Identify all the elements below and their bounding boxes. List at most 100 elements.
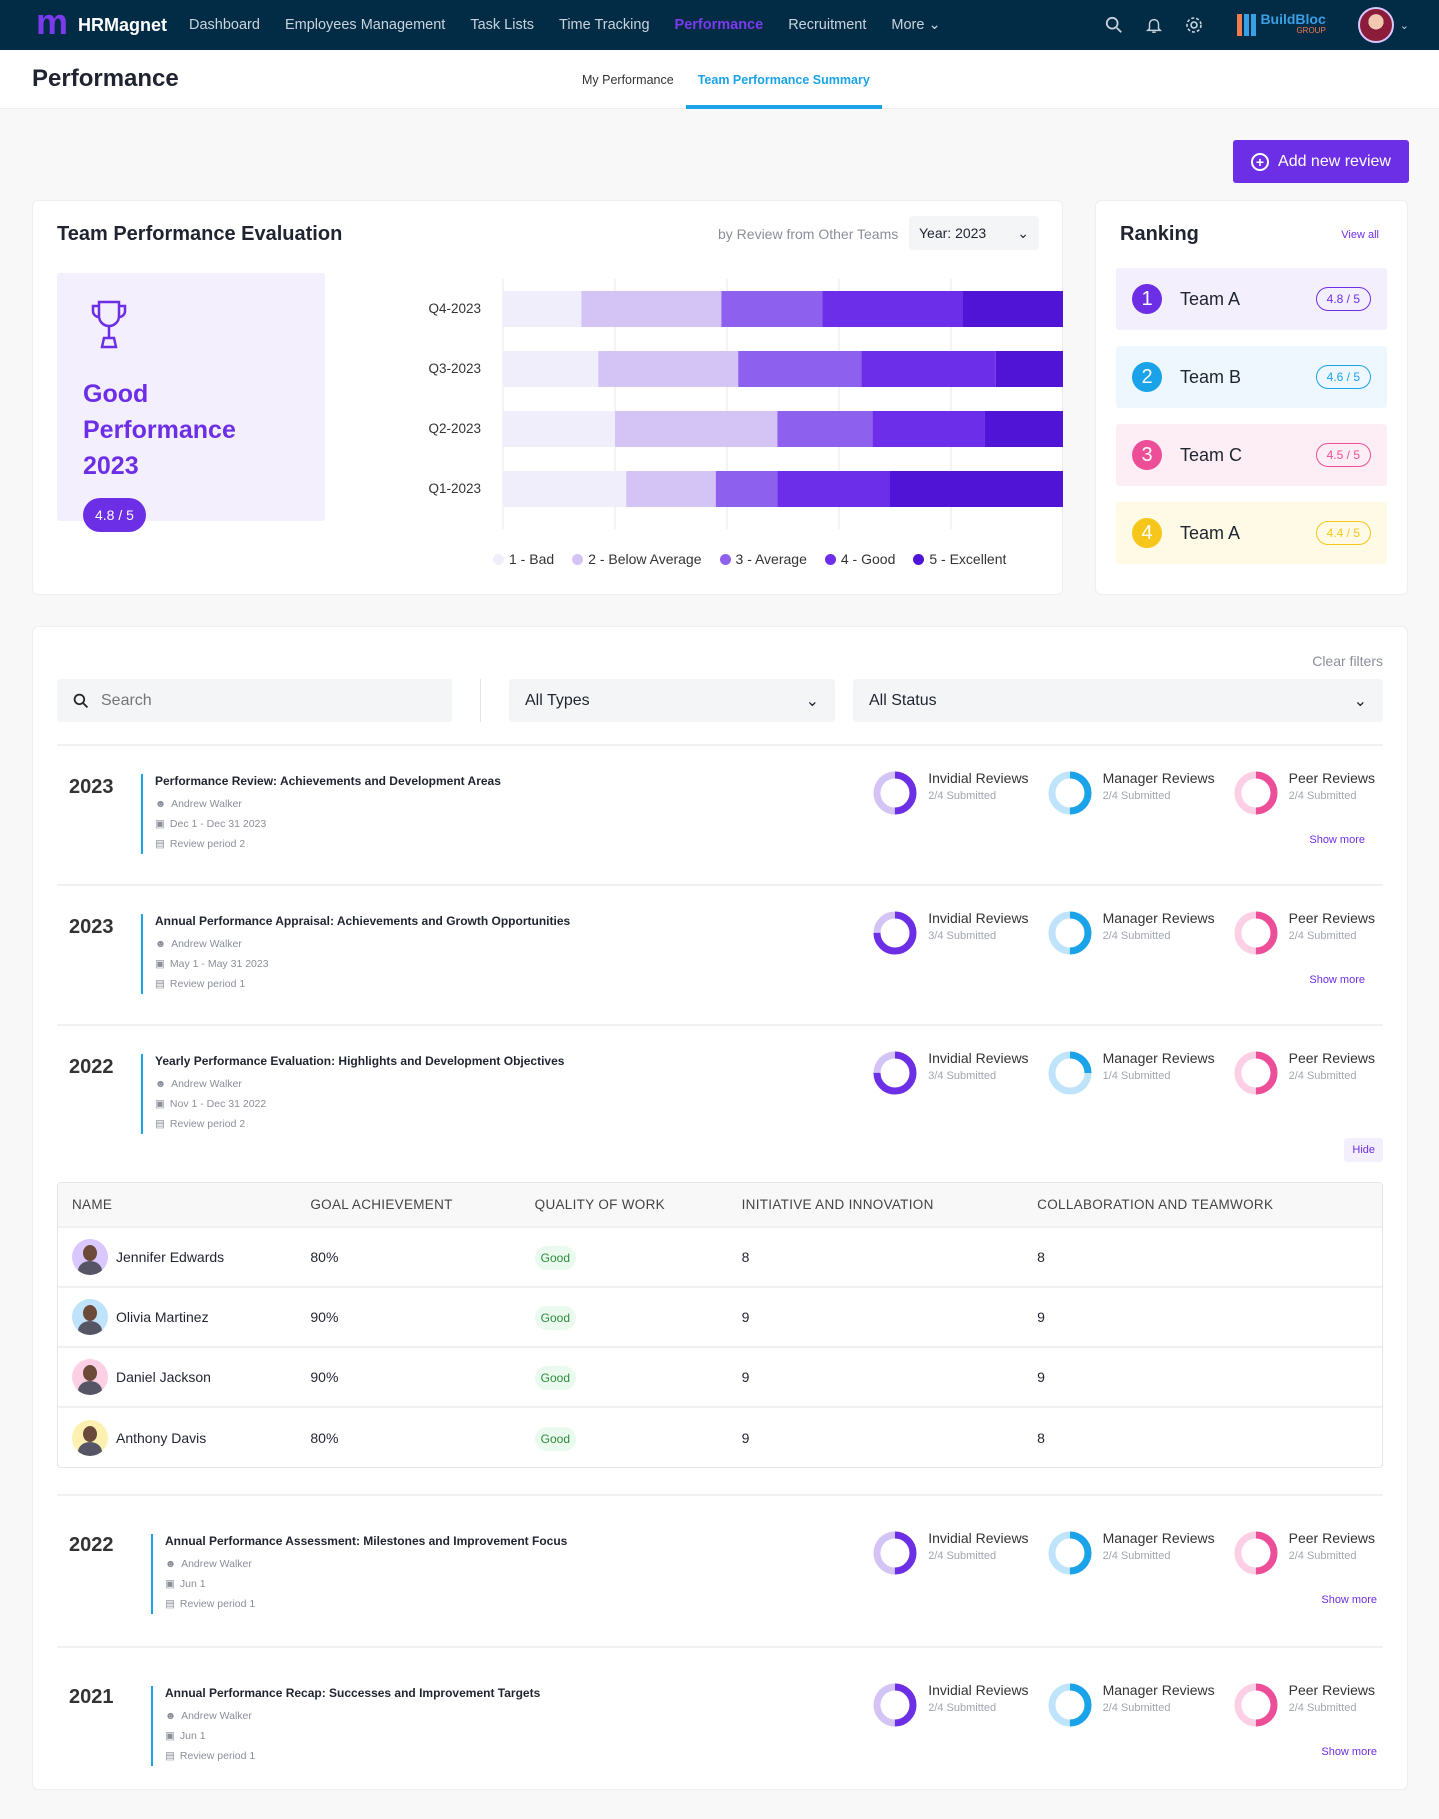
user-icon: ☻ [165,1558,177,1570]
review-title[interactable]: Annual Performance Assessment: Milestone… [165,1534,568,1548]
review-period: Review period 1 [169,978,246,990]
review-year: 2022 [69,1534,114,1556]
avatar [72,1359,108,1395]
good-performance-title: Good Performance [83,380,236,444]
nav-item-more[interactable]: More ⌄ [891,17,940,33]
status-select[interactable]: All Status ⌄ [853,679,1383,722]
tab-my-performance[interactable]: My Performance [582,72,674,87]
individual-reviews-label: Invidial Reviews [928,1682,1029,1698]
show-more-link[interactable]: Show more [1309,974,1365,986]
review-dates: Dec 1 - Dec 31 2023 [169,818,267,830]
logo[interactable]: m HRMagnet [30,4,167,41]
show-more-link[interactable]: Show more [1321,1594,1377,1606]
bell-icon[interactable] [1143,14,1165,36]
ranking-item[interactable]: 3 Team C 4.5 / 5 [1116,424,1387,486]
nav-item-employees-management[interactable]: Employees Management [284,17,446,33]
tab-team-performance-summary[interactable]: Team Performance Summary [685,50,882,109]
review-period: Review period 1 [179,1750,256,1762]
table-row[interactable]: Olivia Martinez 90% Good 9 9 [58,1287,1382,1348]
team-performance-evaluation-card: Team Performance Evaluation by Review fr… [32,200,1063,595]
calendar-icon: ▣ [155,958,165,970]
review-author: Andrew Walker [171,798,242,810]
chevron-down-icon[interactable]: ⌄ [1399,19,1409,32]
bar-segment-1[interactable] [503,291,582,327]
bar-segment-3[interactable] [715,471,778,507]
manager-reviews-submitted: 1/4 Submitted [1102,1070,1171,1082]
bar-segment-3[interactable] [777,411,873,447]
legend-swatch [824,553,836,565]
legend-label: 2 - Below Average [588,551,702,567]
show-more-link[interactable]: Show more [1321,1746,1377,1758]
bar-segment-5[interactable] [995,351,1063,387]
bar-segment-2[interactable] [626,471,716,507]
bar-segment-5[interactable] [889,471,1063,507]
bar-segment-1[interactable] [503,471,627,507]
review-title[interactable]: Annual Performance Recap: Successes and … [165,1686,541,1700]
bar-segment-5[interactable] [962,291,1063,327]
calendar-icon: ▣ [165,1578,175,1590]
user-avatar[interactable] [1357,7,1394,43]
manager-reviews-donut-icon [1048,911,1092,955]
peer-reviews-stat: Peer Reviews 2/4 Submitted [1233,1682,1375,1728]
hide-button[interactable]: Hide [1344,1138,1383,1162]
document-icon: ▤ [155,838,165,850]
individual-reviews-label: Invidial Reviews [928,1050,1029,1066]
bar-segment-2[interactable] [581,291,722,327]
table-row[interactable]: Anthony Davis 80% Good 9 8 [58,1407,1382,1467]
nav-item-task-lists[interactable]: Task Lists [470,17,535,33]
individual-reviews-donut-icon [873,1051,917,1095]
table-row[interactable]: Jennifer Edwards 80% Good 8 8 [58,1227,1382,1288]
manager-reviews-label: Manager Reviews [1102,1530,1215,1546]
ranking-item[interactable]: 4 Team A 4.4 / 5 [1116,502,1387,564]
goal-achievement: 80% [296,1227,521,1288]
review-title[interactable]: Annual Performance Appraisal: Achievemen… [155,914,571,928]
individual-reviews-stat: Invidial Reviews 2/4 Submitted [872,1530,1029,1576]
bar-segment-1[interactable] [503,351,599,387]
review-year: 2021 [69,1686,114,1708]
bar-segment-1[interactable] [503,411,615,447]
bar-segment-4[interactable] [777,471,890,507]
bar-segment-3[interactable] [721,291,823,327]
bar-segment-4[interactable] [872,411,985,447]
add-new-review-button[interactable]: + Add new review [1233,140,1409,183]
types-select[interactable]: All Types ⌄ [509,679,835,722]
peer-reviews-donut-icon [1234,1051,1278,1095]
y-tick-label: Q2-2023 [428,421,481,436]
individual-reviews-stat: Invidial Reviews 3/4 Submitted [872,1050,1029,1096]
review-item: 2022 Annual Performance Assessment: Miles… [57,1494,1383,1646]
review-author: Andrew Walker [181,1558,252,1570]
nav-item-performance[interactable]: Performance [674,17,764,33]
review-details: Yearly Performance Evaluation: Highlight… [141,1054,564,1134]
initiative-score: 9 [741,1429,750,1446]
search-input[interactable] [101,691,436,710]
review-item: 2022 Yearly Performance Evaluation: Highl… [57,1024,1383,1494]
bar-segment-4[interactable] [861,351,996,387]
bar-segment-4[interactable] [822,291,963,327]
view-all-link[interactable]: View all [1341,229,1379,241]
bar-segment-2[interactable] [598,351,739,387]
trophy-icon [91,300,127,349]
rank-number: 1 [1132,284,1162,314]
ranking-item[interactable]: 1 Team A 4.8 / 5 [1116,268,1387,330]
review-period: Review period 2 [169,838,246,850]
search-icon[interactable] [1103,14,1125,36]
table-row[interactable]: Daniel Jackson 90% Good 9 9 [58,1347,1382,1408]
goal-achievement: 80% [310,1429,339,1446]
legend-item: 4 - Good [824,551,895,567]
review-title[interactable]: Yearly Performance Evaluation: Highlight… [155,1054,565,1068]
clear-filters-link[interactable]: Clear filters [1312,653,1383,669]
bar-segment-3[interactable] [738,351,862,387]
year-select[interactable]: Year: 2023 ⌄ [909,216,1039,250]
search-box[interactable] [57,679,452,722]
gear-icon[interactable] [1183,14,1205,36]
show-more-link[interactable]: Show more [1309,834,1365,846]
ranking-item[interactable]: 2 Team B 4.6 / 5 [1116,346,1387,408]
calendar-icon: ▣ [155,1098,165,1110]
review-title[interactable]: Performance Review: Achievements and Dev… [155,774,501,788]
nav-item-time-tracking[interactable]: Time Tracking [559,17,650,33]
nav-item-recruitment[interactable]: Recruitment [788,17,867,33]
quality-badge: Good [534,1366,577,1390]
bar-segment-5[interactable] [984,411,1063,447]
bar-segment-2[interactable] [615,411,778,447]
nav-item-dashboard[interactable]: Dashboard [189,17,260,33]
